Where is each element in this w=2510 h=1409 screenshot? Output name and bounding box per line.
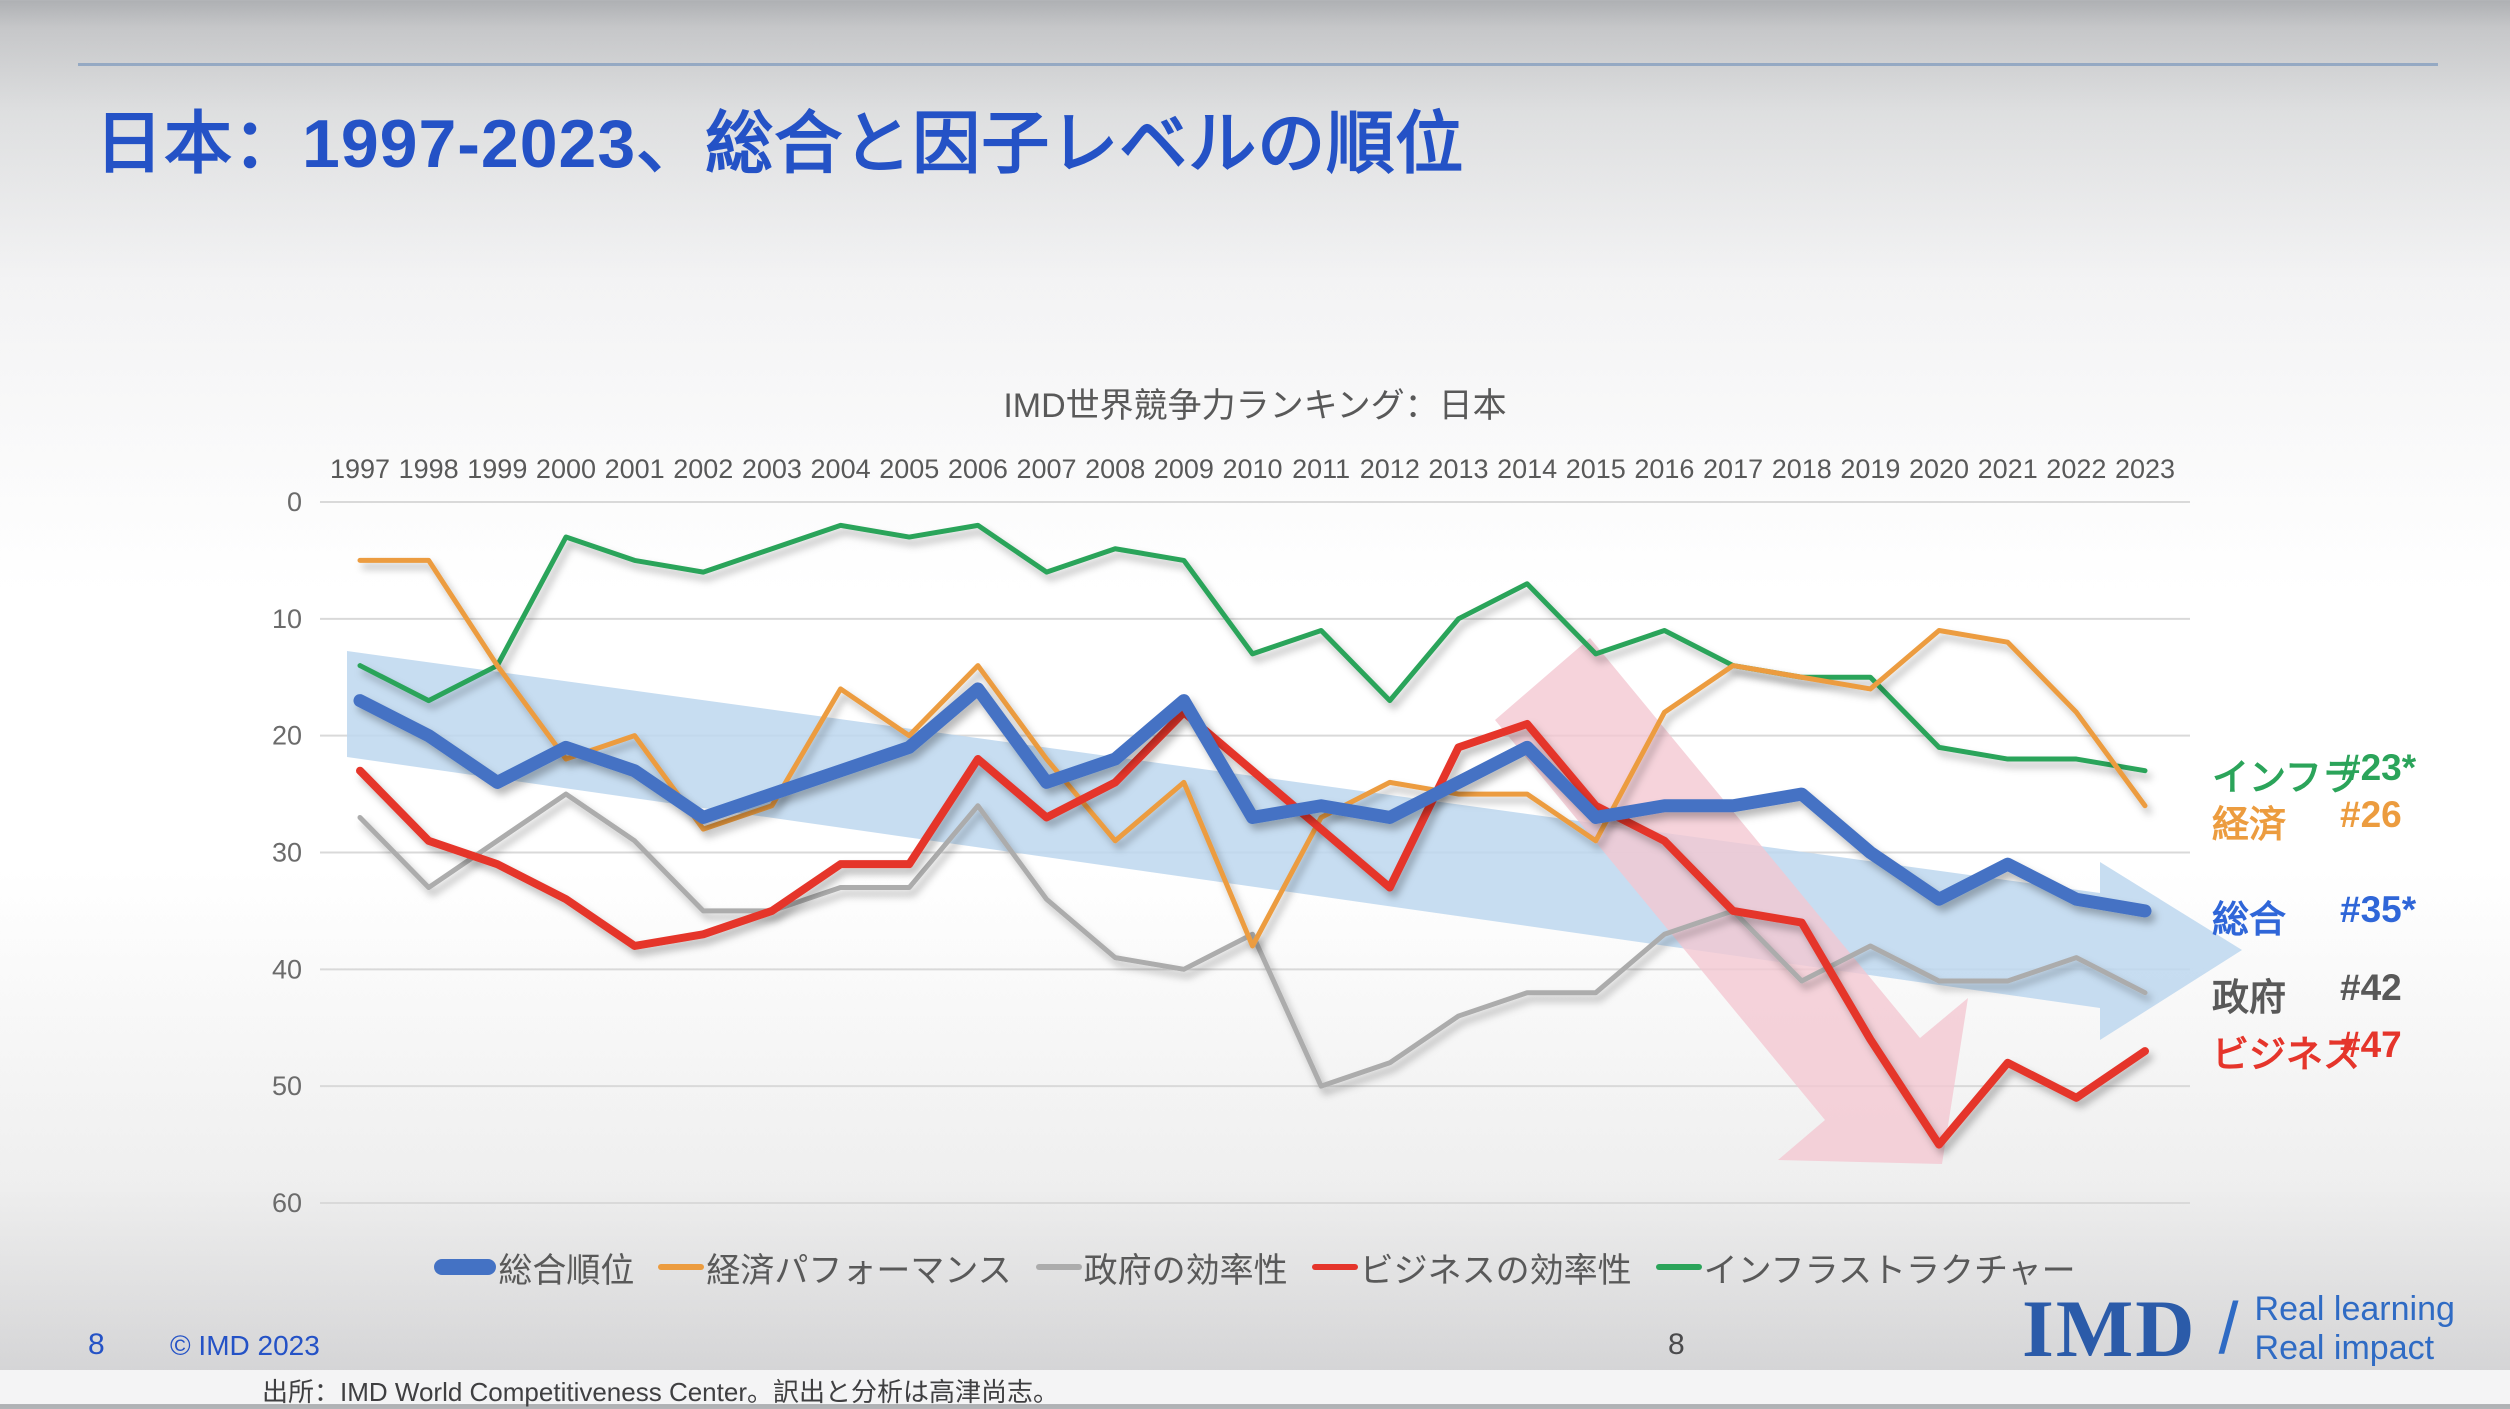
- x-tick-label: 2022: [2046, 454, 2106, 484]
- x-tick-label: 2023: [2115, 454, 2175, 484]
- end-label-0: インフラ #23*: [2212, 747, 2502, 798]
- title-underline: [78, 63, 2438, 66]
- y-tick-label: 60: [272, 1188, 302, 1218]
- end-label-name: ビジネス: [2212, 1034, 2360, 1075]
- x-tick-label: 2014: [1497, 454, 1557, 484]
- end-label-4: ビジネス #47: [2212, 1024, 2502, 1075]
- end-label-rank: #42: [2340, 967, 2402, 1008]
- page-number-center: 8: [1668, 1328, 1685, 1361]
- copyright: © IMD 2023: [170, 1330, 320, 1361]
- end-label-rank: #35*: [2340, 889, 2417, 930]
- x-tick-label: 2016: [1634, 454, 1694, 484]
- x-tick-label: 2011: [1292, 454, 1350, 484]
- series-line-3: [356, 708, 2149, 1149]
- x-tick-label: 1998: [399, 454, 459, 484]
- x-tick-label: 2013: [1428, 454, 1488, 484]
- legend-item-4: インフラストラクチャー: [1655, 1243, 2076, 1292]
- legend-label: ビジネスの効率性: [1359, 1251, 1632, 1290]
- y-tick-label: 20: [272, 721, 302, 751]
- end-label-rank: #23*: [2340, 747, 2417, 788]
- end-label-2: 総合 #35*: [2212, 889, 2502, 940]
- pink-drop-arrow: [1495, 638, 1968, 1164]
- x-tick-label: 2001: [605, 454, 665, 484]
- legend-item-0: 総合順位: [434, 1243, 634, 1292]
- x-tick-label: 2020: [1909, 454, 1969, 484]
- end-label-name: 経済: [2212, 804, 2286, 845]
- legend-label: 経済パフォーマンス: [706, 1251, 1012, 1290]
- x-tick-label: 2008: [1085, 454, 1145, 484]
- y-tick-label: 10: [272, 604, 302, 634]
- x-tick-label: 2005: [879, 454, 939, 484]
- x-tick-label: 2004: [811, 454, 871, 484]
- x-tick-label: 2019: [1840, 454, 1900, 484]
- end-label-rank: #47: [2340, 1024, 2402, 1065]
- legend-swatch-icon: [658, 1264, 705, 1270]
- series-line-2: [357, 791, 2148, 1089]
- y-tick-label: 0: [287, 487, 302, 517]
- chart-title: IMD世界競争力ランキング：日本: [1003, 387, 1507, 425]
- x-tick-label: 2017: [1703, 454, 1763, 484]
- legend-label: 総合順位: [498, 1251, 635, 1290]
- imd-tagline-line2: Real impact: [2254, 1329, 2435, 1367]
- end-label-rank: #26: [2340, 794, 2402, 835]
- x-tick-label: 1999: [467, 454, 527, 484]
- end-label-1: 経済 #26: [2212, 794, 2502, 845]
- legend-label: 政府の効率性: [1083, 1251, 1288, 1290]
- y-tick-label: 30: [272, 838, 302, 868]
- legend-item-2: 政府の効率性: [1035, 1243, 1288, 1292]
- y-tick-label: 50: [272, 1071, 302, 1101]
- x-tick-label: 2010: [1222, 454, 1282, 484]
- legend-swatch-icon: [434, 1259, 497, 1275]
- legend-swatch-icon: [1655, 1264, 1702, 1270]
- chart-legend: 総合順位 経済パフォーマンス 政府の効率性 ビジネスの効率性 インフラストラクチャー: [320, 1238, 2190, 1296]
- legend-label: インフラストラクチャー: [1703, 1251, 2076, 1290]
- x-tick-label: 2006: [948, 454, 1008, 484]
- x-tick-label: 2007: [1016, 454, 1076, 484]
- legend-swatch-icon: [1311, 1264, 1358, 1270]
- x-tick-label: 2018: [1772, 454, 1832, 484]
- legend-swatch-icon: [1035, 1264, 1082, 1270]
- series-line-4: [357, 522, 2148, 774]
- x-tick-label: 2012: [1360, 454, 1420, 484]
- series-line-0: [353, 682, 2152, 918]
- legend-item-3: ビジネスの効率性: [1311, 1243, 1632, 1292]
- x-tick-label: 1997: [330, 454, 390, 484]
- x-tick-label: 2002: [673, 454, 733, 484]
- end-label-name: 総合: [2212, 899, 2286, 940]
- imd-logo: IMD / Real learning Real impact: [2022, 1288, 2455, 1370]
- imd-logo-slash: /: [2218, 1289, 2239, 1369]
- imd-tagline-line1: Real learning: [2254, 1290, 2455, 1328]
- x-tick-label: 2009: [1154, 454, 1214, 484]
- end-label-name: 政府: [2212, 977, 2286, 1018]
- legend-item-1: 経済パフォーマンス: [658, 1243, 1012, 1292]
- x-tick-label: 2021: [1978, 454, 2038, 484]
- page-title: 日本：1997-2023、総合と因子レベルの順位: [95, 106, 1465, 182]
- x-tick-label: 2000: [536, 454, 596, 484]
- y-tick-label: 40: [272, 954, 302, 984]
- imd-logo-text: IMD: [2022, 1283, 2197, 1374]
- series-line-1: [357, 557, 2148, 949]
- source-text: 出所：IMD World Competitiveness Center。訳出と分…: [262, 1377, 1059, 1407]
- x-tick-label: 2003: [742, 454, 802, 484]
- page-number-left: 8: [88, 1328, 105, 1361]
- end-label-name: インフラ: [2212, 757, 2359, 798]
- end-label-3: 政府 #42: [2212, 967, 2502, 1018]
- source-band: [0, 1370, 2510, 1404]
- x-tick-label: 2015: [1566, 454, 1626, 484]
